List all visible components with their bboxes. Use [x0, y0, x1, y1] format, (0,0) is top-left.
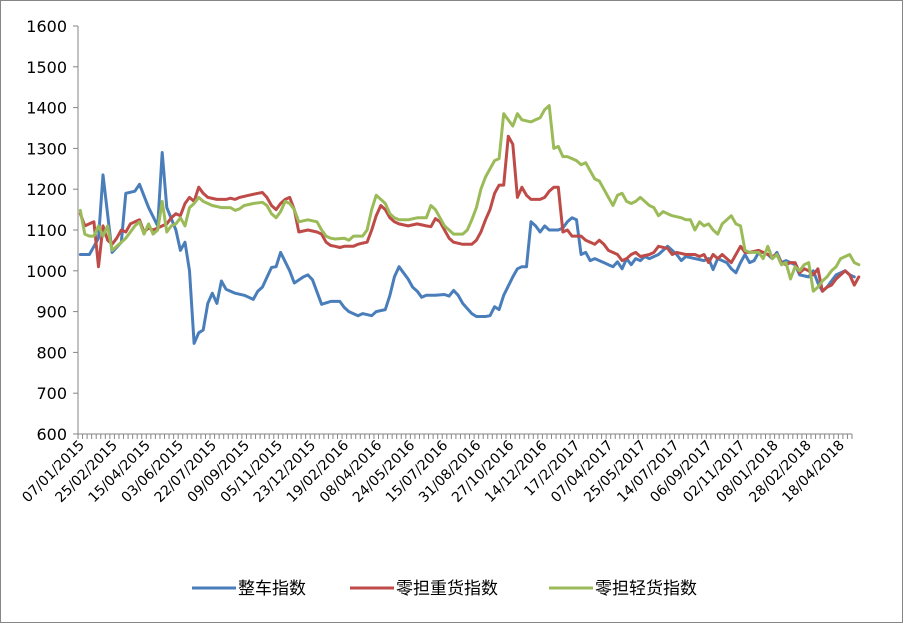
y-tick-label: 600	[36, 425, 67, 444]
y-tick-label: 1600	[26, 17, 67, 36]
legend-label: 零担重货指数	[396, 579, 498, 599]
series-line-2	[78, 134, 861, 293]
legend: 整车指数 零担重货指数 零担轻货指数	[192, 579, 697, 599]
legend-label: 零担轻货指数	[595, 579, 697, 599]
y-tick-label: 1100	[26, 221, 67, 240]
legend-label: 整车指数	[238, 579, 306, 599]
y-tick-label: 900	[36, 303, 67, 322]
x-axis: 07/01/201525/02/201515/04/201503/06/2015…	[19, 433, 853, 506]
y-tick-label: 800	[36, 343, 67, 362]
y-tick-label: 1200	[26, 180, 67, 199]
series-line-1	[78, 151, 856, 345]
y-tick-label: 1000	[26, 262, 67, 281]
y-tick-label: 1300	[26, 139, 67, 158]
y-tick-label: 1500	[26, 58, 67, 77]
series-layer	[78, 104, 861, 345]
y-axis: 600 700 800 900 1000 1100 1200 1300 1400 1500 1600	[26, 17, 79, 444]
y-tick-label: 700	[36, 384, 67, 403]
series-line-3	[78, 104, 861, 293]
y-tick-label: 1400	[26, 99, 67, 118]
